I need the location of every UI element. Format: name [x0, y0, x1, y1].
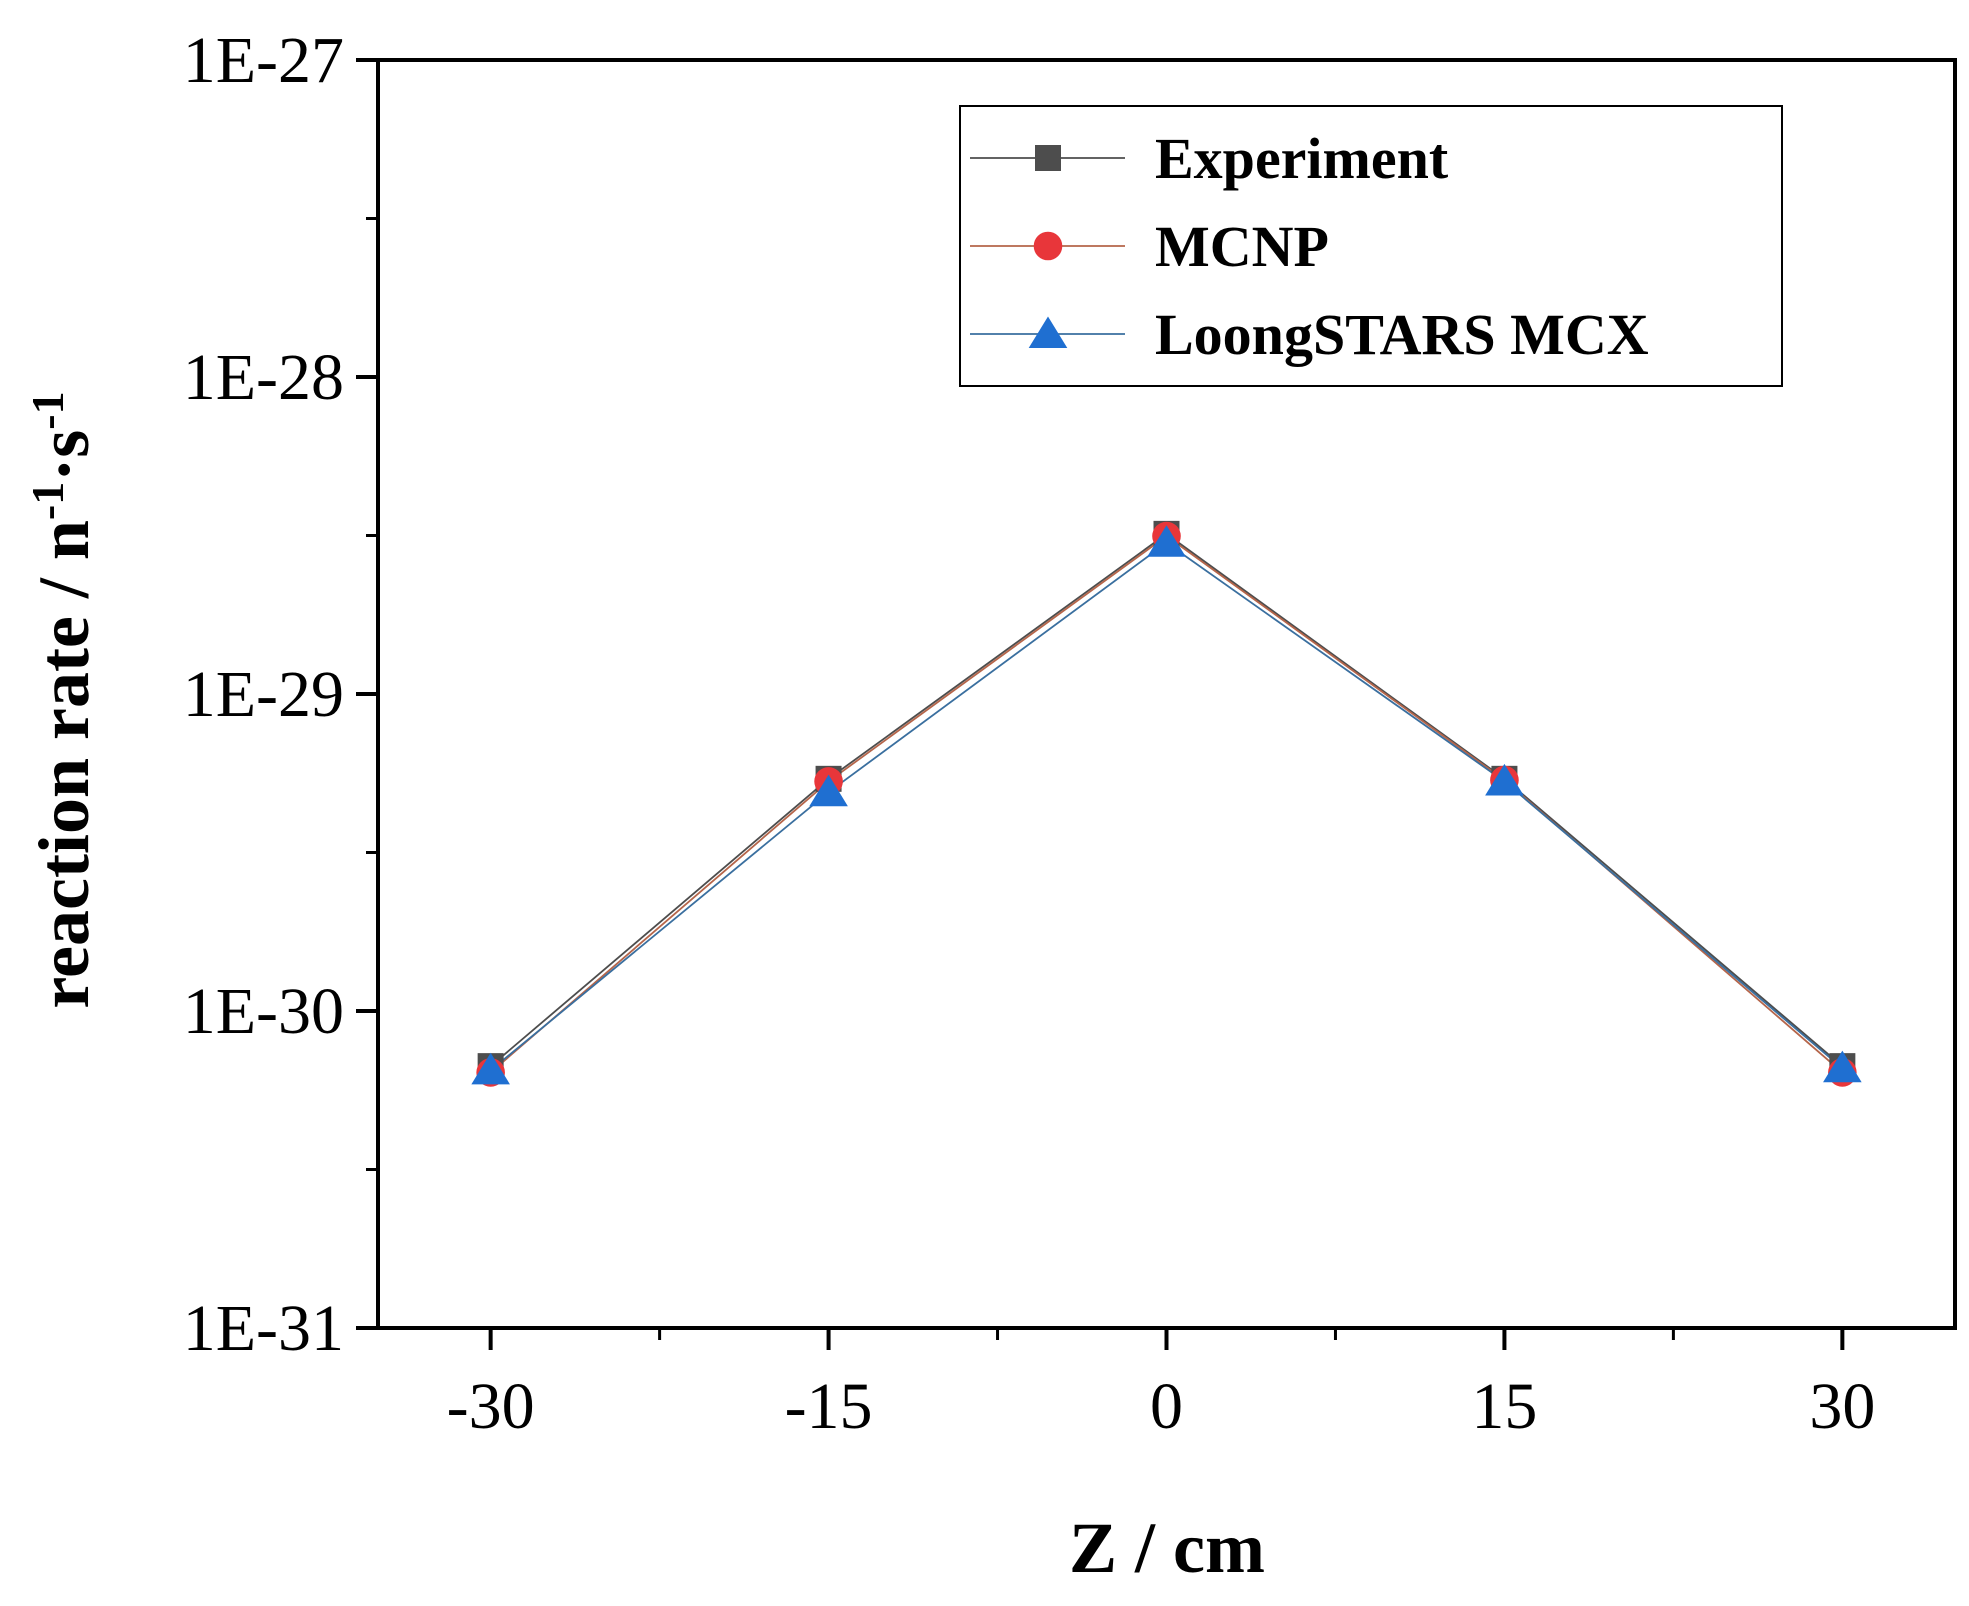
x-tick-label: -15: [785, 1370, 873, 1443]
x-tick-label: 15: [1471, 1370, 1537, 1443]
data-point-loongstars-mcx: [1485, 763, 1524, 796]
legend: Experiment MCNP LoongSTARS MCX: [959, 105, 1783, 387]
y-tick-label: 1E-31: [183, 1292, 344, 1365]
x-axis: -30 -15 0 15 30: [447, 1328, 1875, 1443]
data-point-loongstars-mcx: [1823, 1050, 1862, 1083]
series-line-mcnp: [490, 534, 1843, 1074]
y-tick-label: 1E-27: [183, 24, 344, 97]
y-tick-label: 1E-30: [183, 975, 344, 1048]
x-tick-label: 0: [1150, 1370, 1183, 1443]
legend-marker-experiment: [1035, 145, 1061, 171]
series-line-experiment: [490, 532, 1843, 1067]
y-tick-label: 1E-29: [183, 658, 344, 731]
legend-label-loongstars-mcx: LoongSTARS MCX: [1155, 302, 1649, 367]
y-axis: 1E-31 1E-30 1E-29 1E-28 1E-27: [183, 24, 378, 1365]
legend-label-experiment: Experiment: [1155, 126, 1449, 191]
x-tick-label: -30: [447, 1370, 535, 1443]
y-axis-title-base: reaction rate / n: [24, 520, 104, 1009]
x-axis-title: Z / cm: [1069, 1508, 1265, 1588]
y-axis-title: reaction rate / n-1·s-1: [22, 391, 105, 1008]
legend-label-mcnp: MCNP: [1155, 214, 1329, 279]
legend-marker-mcnp: [1033, 231, 1063, 261]
legend-marker-loongstars-mcx: [1028, 316, 1068, 349]
y-tick-label: 1E-28: [183, 341, 344, 414]
data-point-loongstars-mcx: [1147, 525, 1186, 557]
y-axis-title-mid: ·s: [24, 430, 104, 482]
data-point-loongstars-mcx: [471, 1052, 510, 1085]
x-tick-label: 30: [1809, 1370, 1875, 1443]
y-axis-title-exp2: -1: [22, 391, 73, 429]
y-axis-title-exp1: -1: [22, 482, 73, 520]
data-point-loongstars-mcx: [809, 774, 848, 807]
series-line-loongstars-mcx: [490, 541, 1843, 1072]
series-lines: [490, 532, 1843, 1074]
series-markers: [471, 520, 1862, 1087]
